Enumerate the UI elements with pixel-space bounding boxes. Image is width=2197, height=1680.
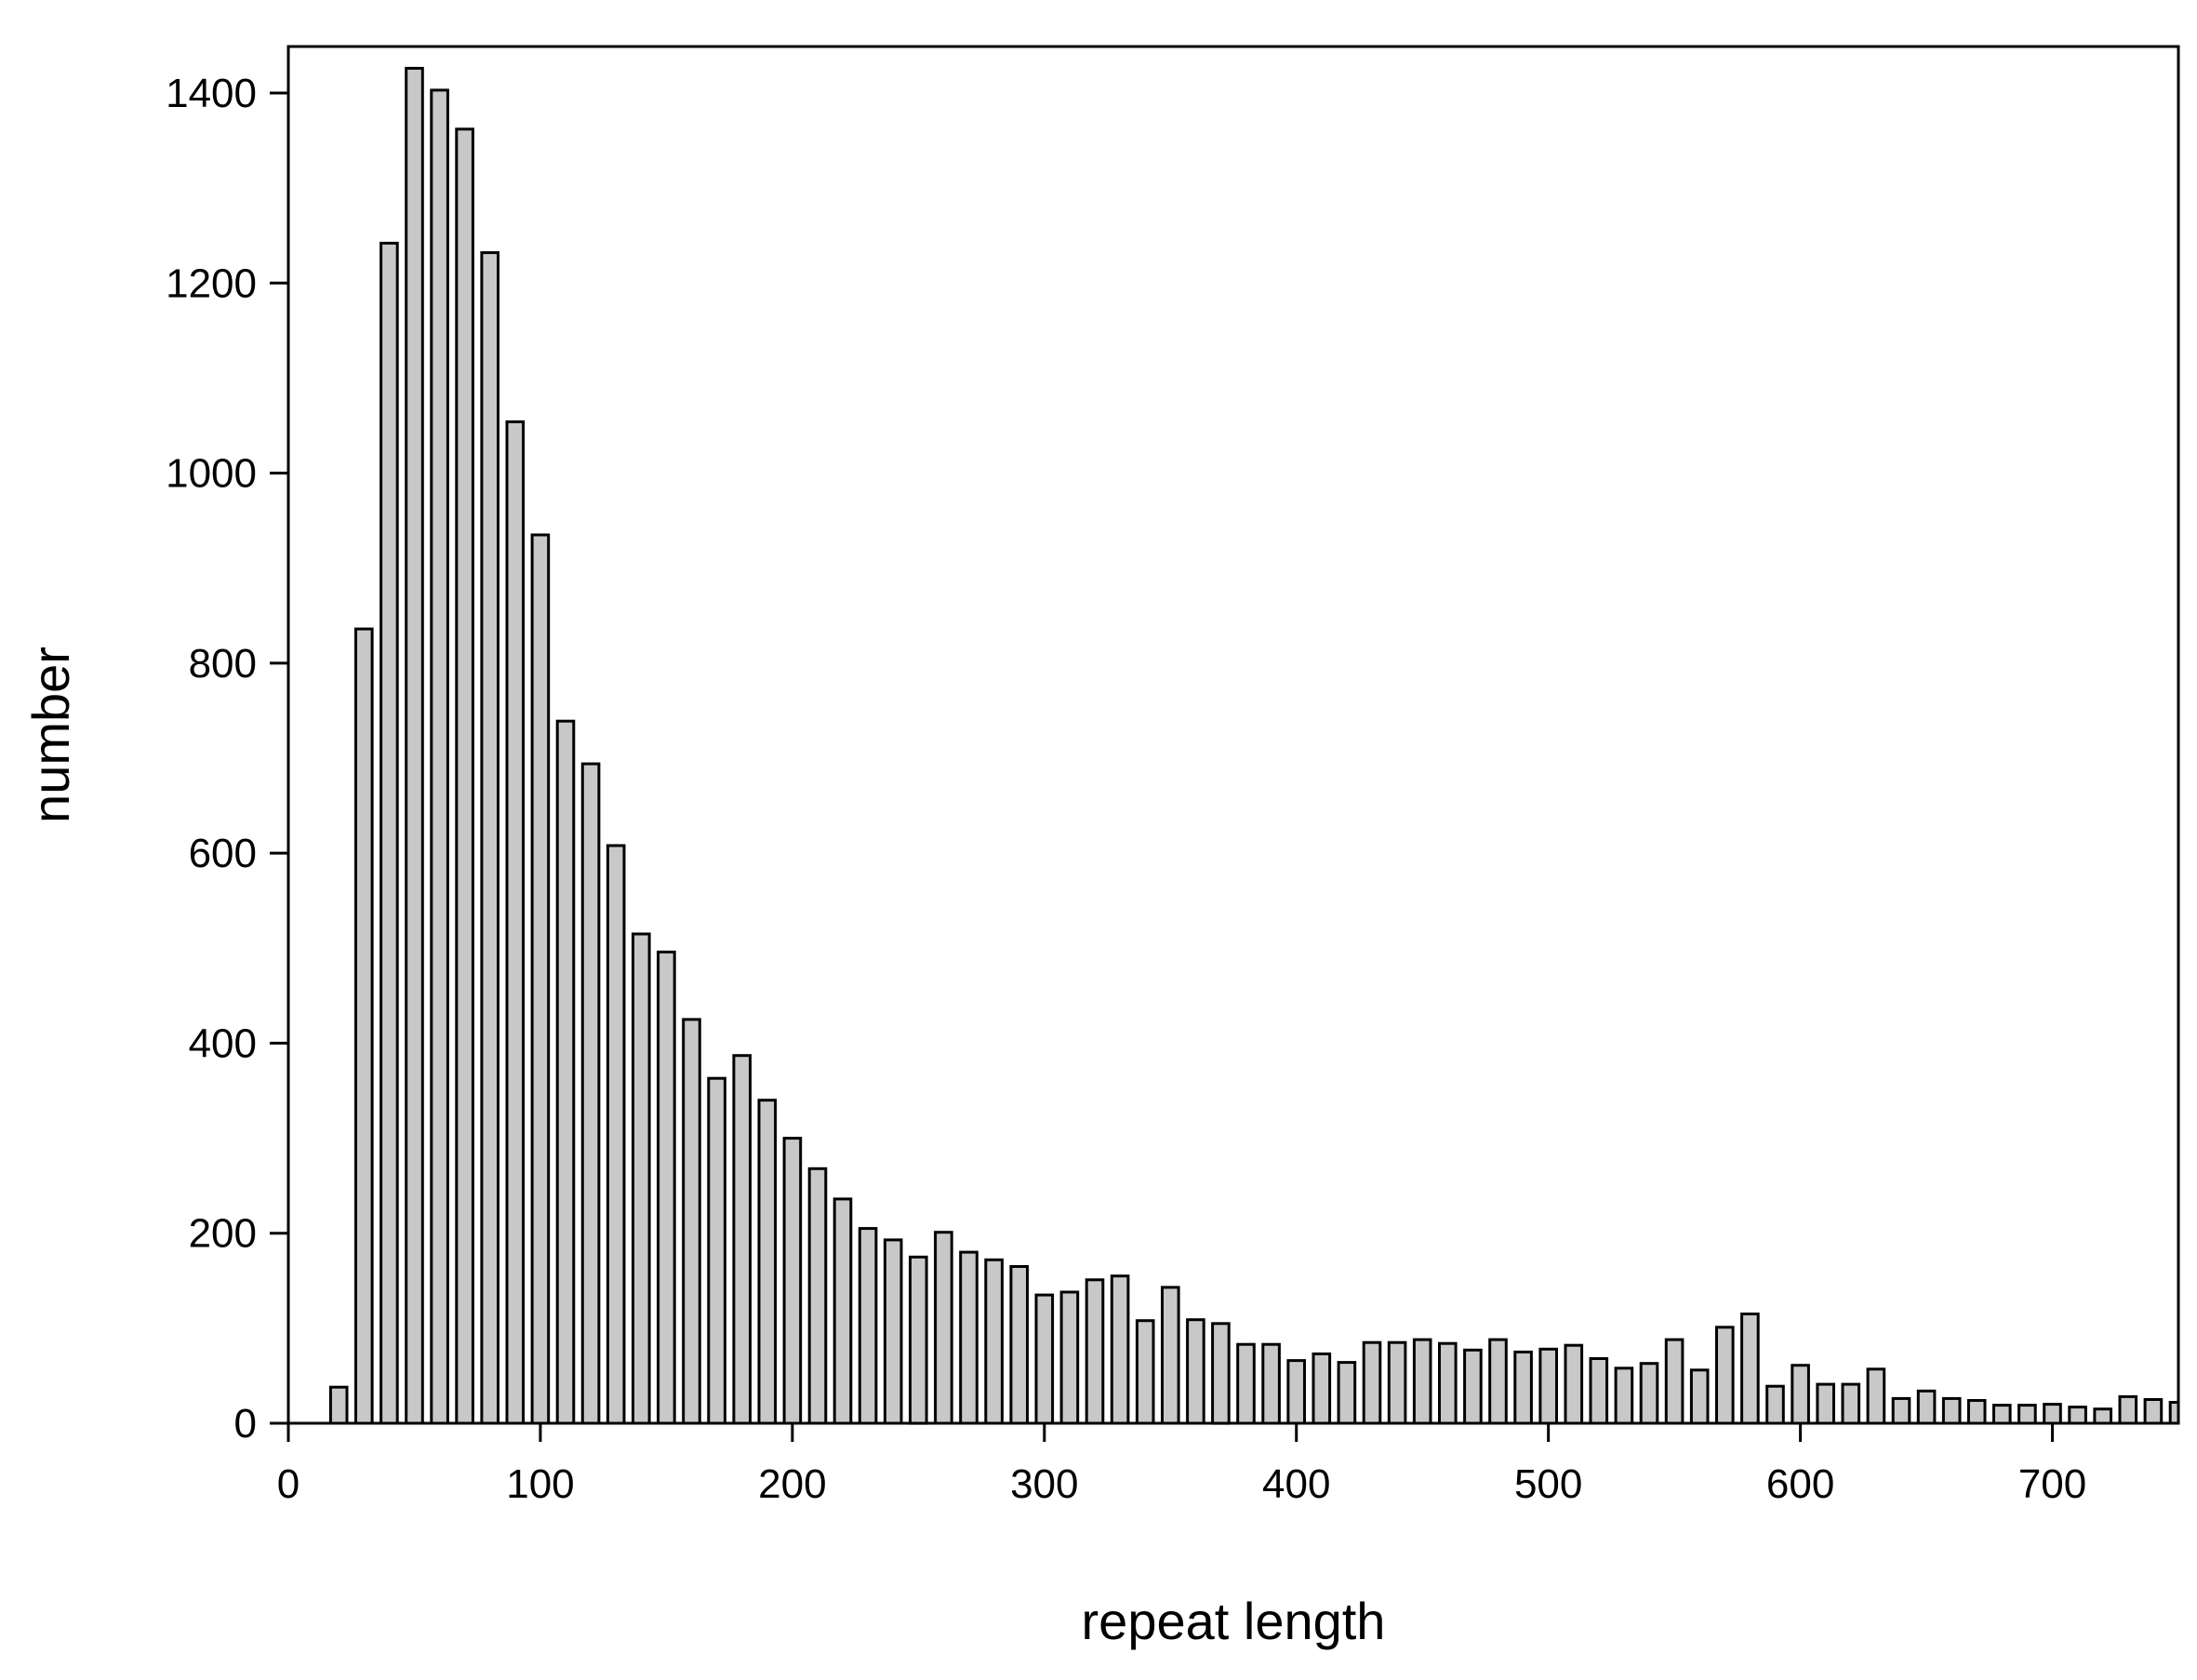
bar xyxy=(757,1099,778,1425)
bar xyxy=(1312,1352,1332,1425)
x-tick-label: 700 xyxy=(2018,1461,2086,1507)
bar xyxy=(707,1076,726,1425)
bar xyxy=(1715,1326,1735,1425)
bar xyxy=(657,950,676,1425)
y-tick-label: 200 xyxy=(189,1211,257,1257)
bar xyxy=(1966,1399,1987,1425)
bar xyxy=(782,1137,803,1425)
bar xyxy=(1085,1278,1105,1425)
bar xyxy=(2093,1407,2112,1425)
bar xyxy=(1059,1290,1080,1425)
bar xyxy=(934,1231,953,1425)
bar xyxy=(430,88,449,1425)
x-tick-label: 400 xyxy=(1262,1461,1330,1507)
bar xyxy=(480,251,500,1425)
x-axis-title: repeat length xyxy=(1082,1592,1386,1650)
bar xyxy=(379,241,399,1425)
bar xyxy=(580,762,601,1425)
y-tick-label: 400 xyxy=(189,1020,257,1066)
bar xyxy=(505,420,526,1425)
y-axis-title: number xyxy=(21,647,80,823)
x-axis: 0 100 200 300 400 500 600 700 xyxy=(277,1421,2178,1507)
bar xyxy=(1236,1342,1256,1425)
bars-layer xyxy=(328,66,2180,1425)
y-tick-label: 1400 xyxy=(166,71,257,116)
bar xyxy=(1337,1361,1357,1425)
bar xyxy=(1639,1362,1659,1425)
bar xyxy=(1286,1359,1307,1425)
bar xyxy=(1791,1364,1810,1425)
bar xyxy=(1261,1342,1281,1425)
bar xyxy=(1211,1322,1231,1425)
bar xyxy=(1564,1343,1584,1425)
bar xyxy=(405,66,424,1425)
bar xyxy=(1009,1265,1030,1425)
bar xyxy=(858,1227,878,1425)
bar xyxy=(2043,1403,2062,1425)
bar xyxy=(1614,1367,1634,1425)
bar xyxy=(2017,1404,2037,1425)
x-tick-label: 100 xyxy=(506,1461,574,1507)
bar xyxy=(2068,1406,2087,1425)
x-tick-label: 300 xyxy=(1010,1461,1078,1507)
bar xyxy=(632,932,651,1425)
bar xyxy=(1513,1350,1533,1425)
bar xyxy=(1740,1313,1760,1425)
y-tick-label: 1000 xyxy=(166,451,257,497)
bar xyxy=(1689,1368,1710,1425)
bar xyxy=(1135,1319,1155,1425)
bar xyxy=(807,1167,828,1425)
bar xyxy=(909,1255,928,1425)
bar xyxy=(1186,1318,1205,1425)
bar xyxy=(2168,1401,2180,1425)
bar xyxy=(555,719,576,1425)
bar xyxy=(1841,1382,1861,1425)
bar xyxy=(1412,1338,1432,1425)
bar xyxy=(732,1054,752,1425)
y-tick-label: 1200 xyxy=(166,260,257,306)
y-axis: 0 200 400 600 800 1000 1200 1400 xyxy=(166,71,288,1447)
bar xyxy=(883,1238,903,1425)
bar xyxy=(2118,1394,2138,1425)
y-tick-label: 600 xyxy=(189,831,257,876)
bar xyxy=(1463,1348,1483,1425)
bar xyxy=(1438,1341,1458,1425)
bar xyxy=(1992,1404,2012,1425)
bar xyxy=(328,1385,349,1425)
bar xyxy=(1362,1340,1382,1425)
y-tick-label: 800 xyxy=(189,641,257,687)
bar xyxy=(1161,1286,1180,1425)
bar xyxy=(682,1018,701,1425)
bar xyxy=(1816,1382,1836,1425)
bar xyxy=(1941,1396,1962,1425)
bar xyxy=(530,533,551,1425)
bar xyxy=(1664,1338,1684,1425)
x-tick-label: 200 xyxy=(758,1461,826,1507)
bar xyxy=(1916,1389,1937,1425)
bar xyxy=(1538,1347,1559,1425)
bar xyxy=(1387,1340,1407,1425)
bar xyxy=(2143,1398,2164,1425)
bar xyxy=(1488,1338,1508,1425)
bar xyxy=(1891,1396,1911,1425)
bar xyxy=(959,1250,979,1425)
x-tick-label: 0 xyxy=(277,1461,300,1507)
x-tick-label: 600 xyxy=(1766,1461,1834,1507)
bar xyxy=(1110,1274,1130,1425)
bar xyxy=(354,627,374,1425)
bar xyxy=(455,127,474,1425)
bar xyxy=(1866,1367,1886,1425)
x-tick-label: 500 xyxy=(1514,1461,1582,1507)
bar xyxy=(1765,1384,1785,1425)
bar xyxy=(832,1197,853,1425)
y-tick-label: 0 xyxy=(234,1401,257,1447)
bar xyxy=(1034,1293,1055,1425)
bar xyxy=(984,1258,1004,1425)
bar xyxy=(606,844,626,1425)
bar xyxy=(1589,1357,1609,1425)
